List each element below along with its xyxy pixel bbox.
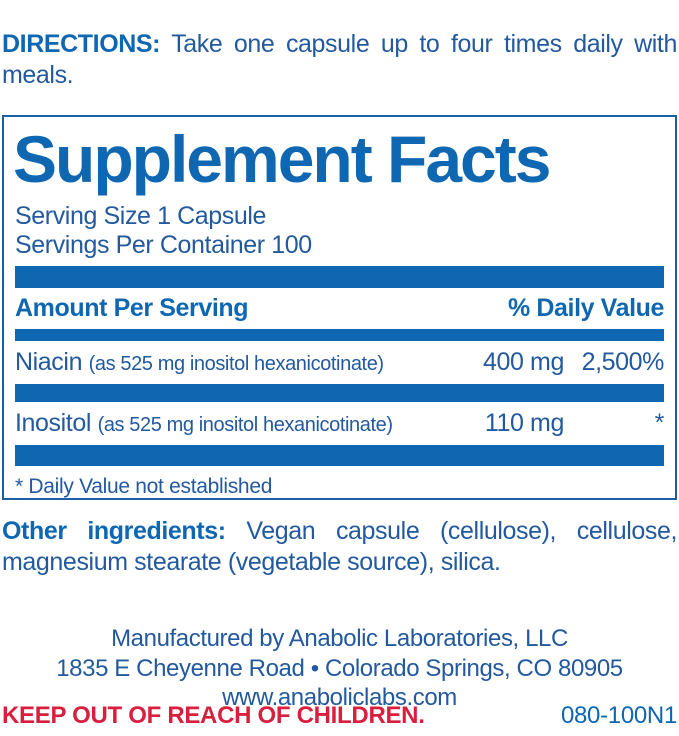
manufacturer-info: Manufactured by Anabolic Laboratories, L… — [2, 624, 677, 713]
directions-label: DIRECTIONS: — [2, 30, 161, 58]
manufacturer-website: www.anaboliclabs.com — [222, 684, 457, 712]
directions-text: DIRECTIONS: Take one capsule up to four … — [2, 29, 677, 90]
other-ingredients-label: Other ingredients: — [2, 517, 226, 545]
divider-bar-thin — [15, 328, 664, 341]
product-code: 080-100N1 — [560, 702, 677, 729]
table-header-row: Amount Per Serving % Daily Value — [15, 288, 664, 329]
nutrient-name: Inositol (as 525 mg inositol hexanicotin… — [15, 409, 464, 438]
amount-per-serving-header: Amount Per Serving — [15, 293, 249, 322]
daily-value-header: % Daily Value — [508, 293, 664, 322]
nutrient-daily-value: 2,500% — [581, 347, 665, 376]
nutrient-detail: (as 525 mg inositol hexanicotinate) — [97, 413, 393, 436]
table-row-niacin: Niacin (as 525 mg inositol hexanicotinat… — [15, 341, 664, 384]
other-ingredients-body: Vegan capsule (cellulose), cellulose, ma… — [2, 517, 677, 576]
divider-bar-thick — [15, 265, 664, 288]
divider-bar-medium — [15, 444, 664, 466]
table-row-inositol: Inositol (as 525 mg inositol hexanicotin… — [15, 402, 664, 445]
nutrient-name: Niacin (as 525 mg inositol hexanicotinat… — [15, 348, 464, 377]
nutrient-name-text: Niacin — [15, 347, 83, 376]
serving-size: Serving Size 1 Capsule — [15, 201, 267, 230]
servings-per-container: Servings Per Container 100 — [15, 230, 312, 259]
nutrient-detail: (as 525 mg inositol hexanicotinate) — [88, 352, 384, 375]
supplement-facts-title: Supplement Facts — [13, 122, 551, 196]
directions-body: Take one capsule up to four times daily … — [2, 30, 677, 89]
other-ingredients: Other ingredients: Vegan capsule (cellul… — [2, 516, 677, 578]
manufacturer-line: Manufactured by Anabolic Laboratories, L… — [111, 625, 568, 652]
divider-bar-medium — [15, 383, 664, 402]
manufacturer-address: 1835 E Cheyenne Road • Colorado Springs,… — [56, 654, 623, 682]
nutrient-name-text: Inositol — [15, 408, 92, 437]
nutrient-daily-value: * — [654, 408, 665, 437]
nutrient-amount: 400 mg — [483, 347, 564, 376]
daily-value-footnote: * Daily Value not established — [15, 474, 273, 498]
supplement-facts-panel: Supplement Facts Serving Size 1 Capsule … — [2, 115, 677, 500]
nutrient-amount: 110 mg — [484, 408, 565, 437]
warning-text: KEEP OUT OF REACH OF CHILDREN. — [2, 702, 425, 729]
footer-row: KEEP OUT OF REACH OF CHILDREN. 080-100N1 — [2, 702, 677, 730]
